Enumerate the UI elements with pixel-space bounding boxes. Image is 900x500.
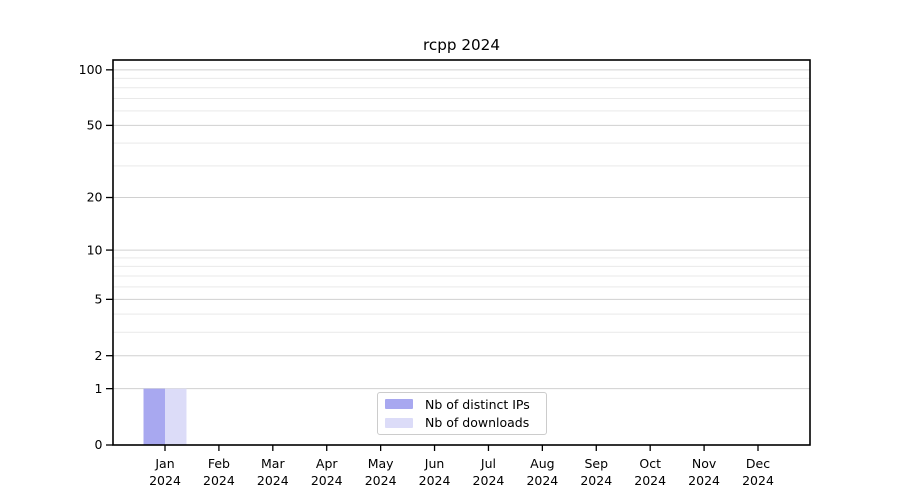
- bar-nb-of-distinct-ips-jan: [143, 388, 165, 445]
- x-tick-label-year: 2024: [311, 473, 343, 488]
- x-tick-label-year: 2024: [365, 473, 397, 488]
- x-tick-label-month: May: [368, 456, 394, 471]
- y-tick-label: 2: [95, 348, 103, 363]
- x-tick-label-month: Dec: [746, 456, 770, 471]
- legend-item-distinct-ips: Nb of distinct IPs: [378, 395, 546, 413]
- y-tick-label: 1: [95, 381, 103, 396]
- x-tick-label-year: 2024: [634, 473, 666, 488]
- plot-frame: [112, 59, 811, 446]
- legend-swatch-downloads: [385, 417, 413, 428]
- legend-item-downloads: Nb of downloads: [378, 414, 546, 432]
- y-tick-label: 100: [79, 62, 103, 77]
- x-tick-label-year: 2024: [580, 473, 612, 488]
- y-tick-label: 20: [87, 190, 103, 205]
- x-tick-label-month: Feb: [208, 456, 230, 471]
- x-tick-label-month: Oct: [639, 456, 661, 471]
- x-tick-label-year: 2024: [526, 473, 558, 488]
- x-tick-label-month: Nov: [692, 456, 717, 471]
- y-tick-label: 50: [87, 118, 103, 133]
- y-tick-label: 10: [87, 242, 103, 257]
- x-tick-label-year: 2024: [688, 473, 720, 488]
- x-tick-label-year: 2024: [742, 473, 774, 488]
- legend-swatch-distinct-ips: [385, 399, 413, 410]
- x-tick-label-year: 2024: [473, 473, 505, 488]
- x-tick-label-month: Sep: [584, 456, 608, 471]
- x-tick-label-year: 2024: [203, 473, 235, 488]
- x-tick-label-month: Apr: [316, 456, 338, 471]
- y-tick-label: 0: [95, 437, 103, 452]
- legend-label-distinct-ips: Nb of distinct IPs: [425, 396, 530, 412]
- x-tick-label-year: 2024: [257, 473, 289, 488]
- x-tick-label-month: Jun: [424, 456, 445, 471]
- chart-title: rcpp 2024: [422, 36, 501, 54]
- legend-label-downloads: Nb of downloads: [425, 415, 530, 431]
- x-tick-label-month: Aug: [530, 456, 554, 471]
- x-tick-label-year: 2024: [149, 473, 181, 488]
- x-tick-label-year: 2024: [419, 473, 451, 488]
- x-tick-label-month: Mar: [261, 456, 285, 471]
- y-tick-label: 5: [95, 292, 103, 307]
- bar-nb-of-downloads-jan: [165, 388, 187, 445]
- x-tick-label-month: Jul: [480, 456, 496, 471]
- x-tick-label-month: Jan: [154, 456, 174, 471]
- legend: Nb of distinct IPs Nb of downloads: [377, 392, 547, 435]
